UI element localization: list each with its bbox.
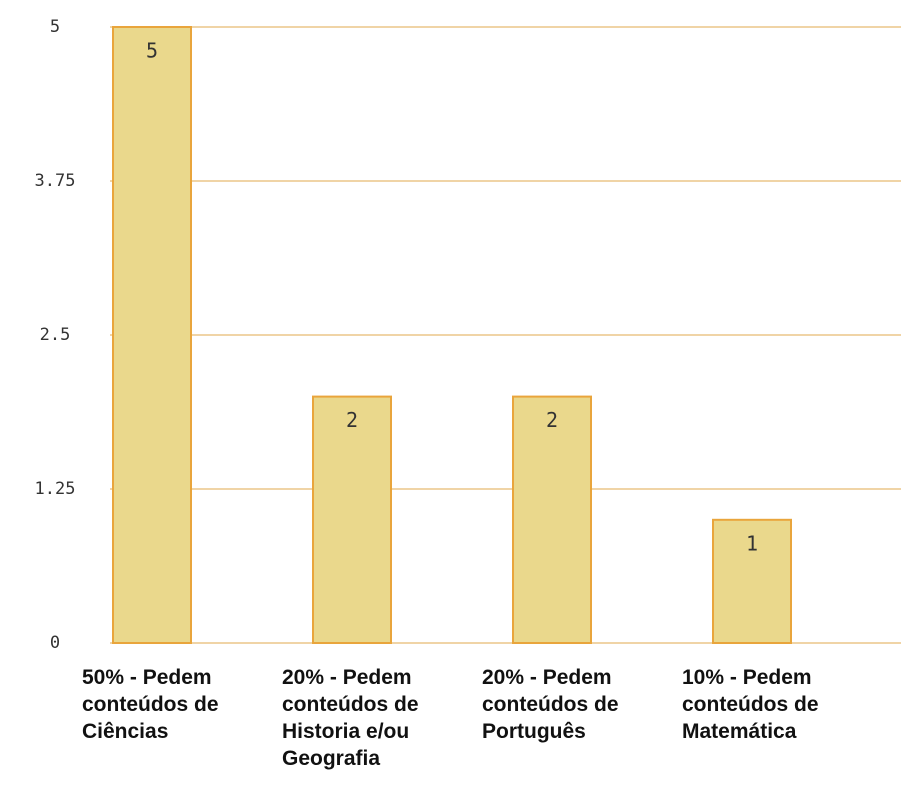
- bar: [512, 395, 592, 644]
- y-tick-label: 3.75: [35, 171, 76, 191]
- x-tick-label: 10% - Pedem conteúdos de Matemática: [682, 666, 819, 743]
- x-tick-label: 20% - Pedem conteúdos de Historia e/ou G…: [282, 666, 419, 770]
- bar: [712, 518, 792, 644]
- data-label: 1: [746, 531, 758, 555]
- x-tick-label: 20% - Pedem conteúdos de Português: [482, 666, 619, 743]
- y-tick-label: 5: [50, 17, 60, 37]
- data-label: 2: [546, 408, 558, 432]
- y-tick-label: 2.5: [40, 325, 71, 345]
- bar: [112, 26, 192, 644]
- y-tick-label: 0: [50, 633, 60, 653]
- x-tick-label: 50% - Pedem conteúdos de Ciências: [82, 666, 219, 743]
- data-label: 5: [146, 39, 158, 63]
- bar: [312, 395, 392, 644]
- y-tick-label: 1.25: [35, 479, 76, 499]
- data-label: 2: [346, 408, 358, 432]
